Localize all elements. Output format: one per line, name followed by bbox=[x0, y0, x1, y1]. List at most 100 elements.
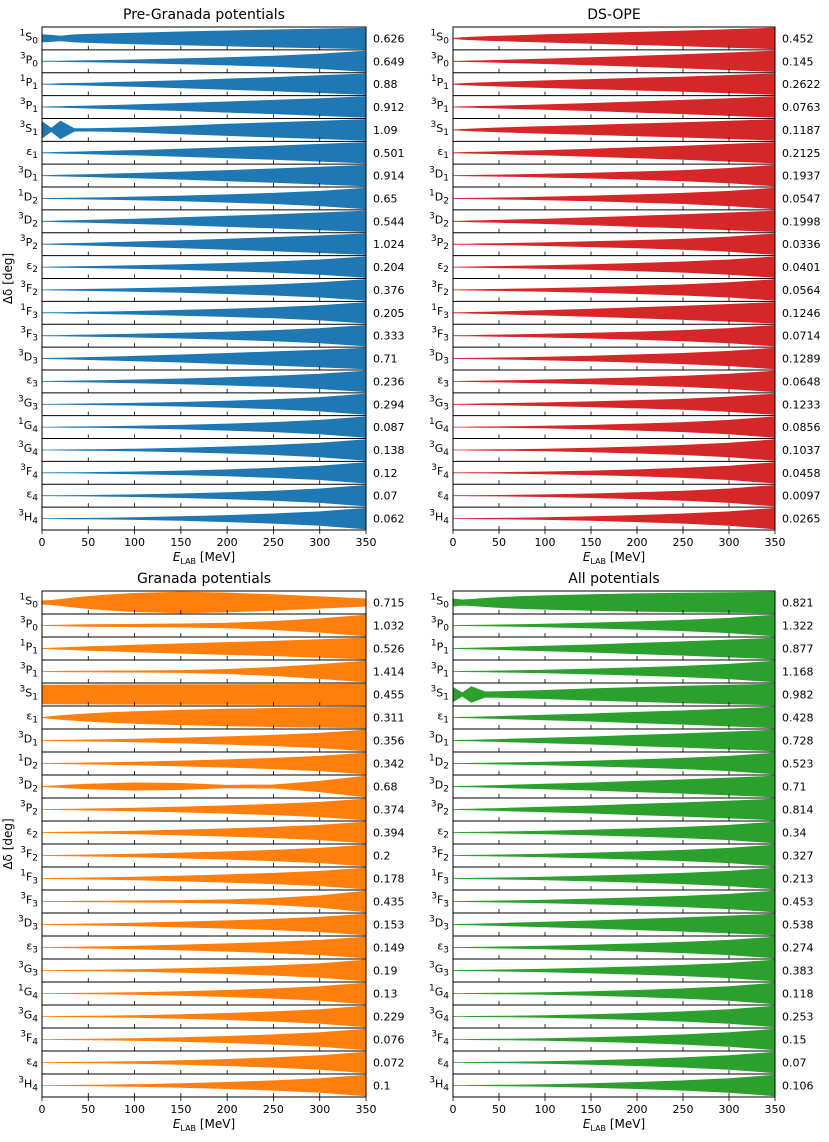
x-tick-label: 350 bbox=[765, 536, 786, 549]
band-ε1 bbox=[41, 142, 367, 164]
x-tick-label: 200 bbox=[627, 1103, 648, 1116]
band-3P2 bbox=[41, 798, 367, 821]
channel-max-value: 0.877 bbox=[782, 643, 814, 656]
channel-label: 3F3 bbox=[20, 892, 38, 910]
channel-max-value: 1.032 bbox=[373, 620, 405, 633]
channel-label: 3D1 bbox=[429, 731, 449, 749]
channel-max-value: 1.024 bbox=[373, 238, 405, 251]
band-ε2 bbox=[41, 256, 367, 278]
channel-label: ε3 bbox=[437, 373, 449, 389]
channel-max-value: 0.2 bbox=[373, 850, 391, 863]
band-1P1 bbox=[41, 73, 367, 95]
channel-label: 3P2 bbox=[20, 234, 38, 252]
channel-label: 1G4 bbox=[429, 984, 449, 1002]
channel-max-value: 0.376 bbox=[373, 284, 405, 297]
channel-max-value: 0.0336 bbox=[782, 238, 821, 251]
channel-label: 3P2 bbox=[431, 800, 449, 818]
channel-max-value: 0.178 bbox=[373, 873, 405, 886]
channel-label: 3H4 bbox=[18, 509, 38, 527]
channel-max-value: 0.0856 bbox=[782, 421, 821, 434]
channel-label: 1F3 bbox=[20, 869, 38, 887]
band-1S0 bbox=[41, 27, 367, 50]
channel-label: 3D3 bbox=[429, 915, 449, 933]
channel-max-value: 0.0763 bbox=[782, 101, 821, 114]
band-1S0 bbox=[452, 591, 776, 614]
channel-label: 3S1 bbox=[20, 120, 38, 138]
band-3S1 bbox=[41, 683, 367, 706]
band-1D2 bbox=[452, 752, 776, 775]
channel-max-value: 0.1246 bbox=[782, 307, 821, 320]
x-tick-label: 0 bbox=[39, 1103, 46, 1116]
channel-label: ε2 bbox=[437, 259, 449, 275]
channel-label: 1P1 bbox=[20, 74, 38, 92]
channel-max-value: 0.342 bbox=[373, 758, 405, 771]
channel-max-value: 0.236 bbox=[373, 375, 405, 388]
x-axis-label: ELAB [MeV] bbox=[173, 550, 235, 566]
x-tick-label: 350 bbox=[356, 536, 377, 549]
channel-label: 1F3 bbox=[431, 869, 449, 887]
channel-label: 3P0 bbox=[20, 616, 38, 634]
channel-label: 3F4 bbox=[431, 463, 449, 481]
panel-frame bbox=[452, 590, 776, 1098]
channel-max-value: 0.062 bbox=[373, 513, 405, 526]
channel-max-value: 0.88 bbox=[373, 78, 398, 91]
band-3F2 bbox=[41, 279, 367, 301]
x-tick-label: 150 bbox=[170, 1103, 191, 1116]
channel-label: 3H4 bbox=[429, 509, 449, 527]
channel-label: ε3 bbox=[26, 940, 38, 956]
channel-label: 3P1 bbox=[20, 97, 38, 115]
panel-title: Granada potentials bbox=[137, 571, 271, 587]
channel-max-value: 0.19 bbox=[373, 965, 398, 978]
band-3P0 bbox=[452, 50, 776, 73]
channel-label: ε4 bbox=[26, 1055, 38, 1071]
band-ε4 bbox=[453, 484, 776, 507]
panel-2: DS-OPE 1S0 0.452 3P0 0.145 1P1 0.2622 3P1 0.0763… bbox=[429, 7, 821, 566]
channel-max-value: 0.2125 bbox=[782, 147, 821, 160]
x-tick-label: 350 bbox=[765, 1103, 786, 1116]
channel-label: 3S1 bbox=[431, 120, 449, 138]
x-axis-label: ELAB [MeV] bbox=[583, 1117, 645, 1133]
channel-max-value: 0.538 bbox=[782, 919, 814, 932]
channel-max-value: 0.274 bbox=[782, 942, 814, 955]
x-tick-label: 300 bbox=[719, 536, 740, 549]
channel-max-value: 0.1937 bbox=[782, 170, 821, 183]
band-1F3 bbox=[452, 867, 776, 890]
panel-frame bbox=[41, 590, 367, 1098]
band-1D2 bbox=[41, 187, 367, 210]
band-3H4 bbox=[453, 1074, 776, 1097]
x-tick-label: 250 bbox=[263, 1103, 284, 1116]
band-1G4 bbox=[42, 416, 367, 438]
channel-max-value: 0.814 bbox=[782, 804, 814, 817]
channel-label: 3D1 bbox=[18, 166, 38, 184]
band-ε1 bbox=[41, 706, 367, 729]
channel-label: 3G4 bbox=[18, 440, 38, 458]
channel-label: 3S1 bbox=[431, 685, 449, 703]
channel-label: ε1 bbox=[26, 145, 38, 161]
channel-label: 3P2 bbox=[431, 234, 449, 252]
channel-max-value: 0.1233 bbox=[782, 398, 821, 411]
channel-max-value: 0.12 bbox=[373, 467, 398, 480]
x-tick-label: 100 bbox=[535, 536, 556, 549]
band-3P2 bbox=[452, 798, 776, 821]
x-tick-label: 300 bbox=[309, 1103, 330, 1116]
channel-max-value: 1.168 bbox=[782, 666, 814, 679]
band-3S1 bbox=[452, 119, 776, 141]
channel-label: 3H4 bbox=[429, 1076, 449, 1094]
channel-label: ε3 bbox=[26, 373, 38, 389]
band-3D1 bbox=[452, 164, 776, 187]
panel-4: All potentials 1S0 0.821 3P0 1.322 1P1 0.877 3P… bbox=[429, 571, 814, 1133]
channel-label: 1G4 bbox=[18, 984, 38, 1002]
channel-max-value: 0.394 bbox=[373, 827, 405, 840]
panel-frame bbox=[41, 26, 367, 531]
channel-label: ε4 bbox=[26, 488, 38, 504]
channel-max-value: 0.453 bbox=[782, 896, 814, 909]
channel-label: ε4 bbox=[437, 488, 449, 504]
band-ε3 bbox=[452, 936, 776, 959]
band-3D2 bbox=[41, 775, 367, 798]
channel-max-value: 0.229 bbox=[373, 1011, 405, 1024]
channel-label: 3F2 bbox=[20, 846, 38, 864]
band-ε2 bbox=[452, 256, 776, 278]
channel-max-value: 0.71 bbox=[782, 781, 807, 794]
channel-max-value: 0.0458 bbox=[782, 467, 821, 480]
